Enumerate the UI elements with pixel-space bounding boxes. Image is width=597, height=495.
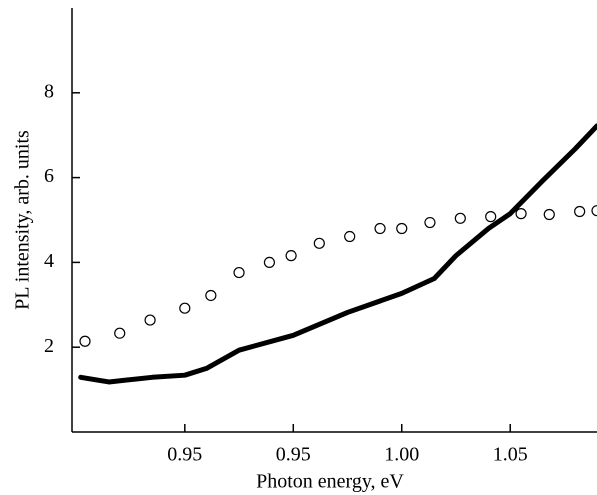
data-point xyxy=(79,335,91,347)
data-point xyxy=(574,205,586,218)
y-axis-label: PL intensity, arb. units xyxy=(12,130,34,310)
y-tick-label: 4 xyxy=(44,250,54,272)
data-point xyxy=(515,208,527,220)
y-tick-label: 2 xyxy=(44,335,54,357)
x-tick-label: 0.95 xyxy=(167,444,202,466)
data-point xyxy=(543,208,555,221)
x-tick-label: 1.00 xyxy=(384,444,419,466)
x-axis-label: Photon energy, eV xyxy=(256,471,404,493)
data-point xyxy=(424,216,436,229)
data-point xyxy=(114,327,126,339)
data-point xyxy=(591,205,597,217)
data-point xyxy=(263,256,276,268)
data-point xyxy=(313,237,325,249)
data-point xyxy=(485,211,497,223)
data-point xyxy=(454,212,466,224)
x-tick-label: 0.95 xyxy=(276,444,311,466)
x-tick-label: 1.05 xyxy=(493,444,528,466)
y-tick-label: 6 xyxy=(44,165,54,187)
data-point xyxy=(396,222,408,235)
y-tick-label: 8 xyxy=(44,80,54,102)
data-point xyxy=(205,289,217,302)
data-point xyxy=(285,250,297,262)
data-point xyxy=(144,314,156,326)
data-point xyxy=(374,222,386,235)
data-point xyxy=(233,266,245,279)
data-point xyxy=(179,302,191,314)
data-point xyxy=(344,230,356,243)
data-line xyxy=(78,123,597,385)
